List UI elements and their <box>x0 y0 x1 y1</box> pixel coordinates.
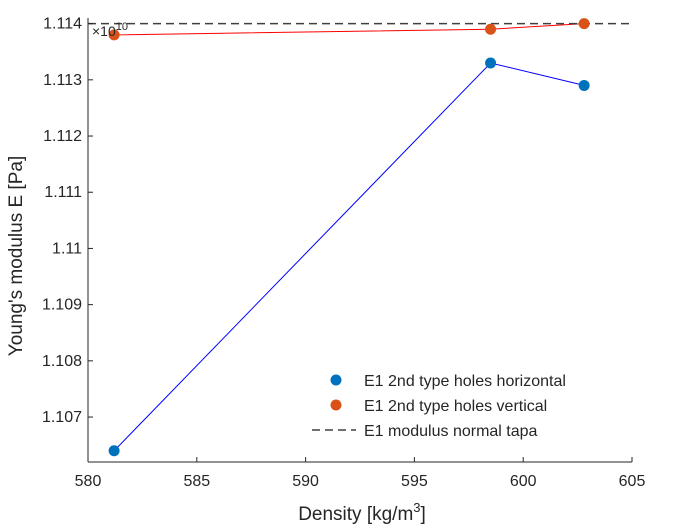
y-tick-label: 1.109 <box>42 297 82 314</box>
legend-marker-series-2 <box>330 399 342 411</box>
x-axis-label: Density [kg/m3] <box>298 500 426 525</box>
series-2-point <box>578 18 590 30</box>
y-exponent-power: 10 <box>116 21 128 33</box>
series-line-1 <box>113 62 585 452</box>
y-tick-label: 1.113 <box>43 72 82 89</box>
x-axis-label-end: ] <box>421 504 426 525</box>
ticks-layer: 580 585 590 595 600 605 1.107 1.108 1.109 1.11 1.1… <box>42 16 645 490</box>
y-tick-label: 1.112 <box>43 128 82 145</box>
series-2-point <box>108 29 120 41</box>
y-tick-label: 1.11 <box>52 240 82 257</box>
y-tick-label: 1.108 <box>42 353 82 370</box>
series-2-point <box>485 23 497 35</box>
series-1-point <box>108 445 120 457</box>
y-exponent-prefix: ×10 <box>92 23 116 39</box>
legend: E1 2nd type holes horizontal E1 2nd type … <box>312 373 566 440</box>
data-points-layer <box>108 18 590 457</box>
legend-label-series-2: E1 2nd type holes vertical <box>364 398 547 415</box>
y-axis-label: Young's modulus E [Pa] <box>6 156 27 356</box>
series-1-point <box>485 57 497 69</box>
series-1-point <box>578 79 590 91</box>
axes-layer <box>87 18 632 463</box>
x-tick-label: 580 <box>75 473 102 490</box>
y-tick-label: 1.107 <box>42 409 82 426</box>
legend-marker-series-1 <box>330 374 342 386</box>
x-axis-label-superscript: 3 <box>413 500 420 515</box>
x-tick-label: 590 <box>292 473 319 490</box>
x-axis-label-main: Density [kg/m <box>298 504 413 525</box>
y-exponent-label: ×1010 <box>92 21 128 39</box>
x-tick-label: 605 <box>619 473 646 490</box>
x-tick-label: 585 <box>183 473 210 490</box>
x-tick-label: 600 <box>510 473 537 490</box>
y-tick-label: 1.111 <box>44 184 82 201</box>
x-tick-label: 595 <box>401 473 428 490</box>
legend-label-series-1: E1 2nd type holes horizontal <box>364 373 566 390</box>
legend-label-reference-line: E1 modulus normal tapa <box>364 423 538 440</box>
series-line-2 <box>114 23 585 36</box>
y-tick-label: 1.114 <box>43 16 82 33</box>
